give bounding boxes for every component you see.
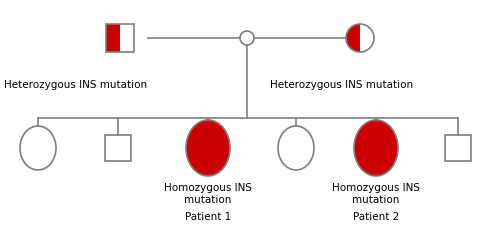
Bar [445,135,471,161]
Ellipse shape [186,120,230,176]
Bar [106,24,134,52]
Polygon shape [106,24,120,52]
Text: Patient 2: Patient 2 [353,212,399,222]
Ellipse shape [20,126,56,170]
Wedge shape [360,24,374,52]
Text: Heterozygous INS mutation: Heterozygous INS mutation [4,80,147,90]
Bar [105,135,131,161]
Text: Homozygous INS
mutation: Homozygous INS mutation [164,183,252,204]
Text: Patient 1: Patient 1 [185,212,231,222]
Circle shape [240,31,254,45]
Ellipse shape [278,126,314,170]
Wedge shape [346,24,360,52]
Polygon shape [120,24,134,52]
Ellipse shape [354,120,398,176]
Text: Heterozygous INS mutation: Heterozygous INS mutation [270,80,413,90]
Text: Homozygous INS
mutation: Homozygous INS mutation [332,183,420,204]
